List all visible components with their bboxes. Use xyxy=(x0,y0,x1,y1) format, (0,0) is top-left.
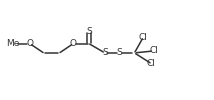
Text: Cl: Cl xyxy=(138,33,147,42)
Text: S: S xyxy=(86,27,92,36)
Text: O: O xyxy=(70,39,77,48)
Text: Cl: Cl xyxy=(149,46,158,56)
Text: Cl: Cl xyxy=(147,59,156,68)
Text: O: O xyxy=(26,39,33,48)
Text: S: S xyxy=(102,48,108,57)
Text: Me: Me xyxy=(6,39,20,48)
Text: S: S xyxy=(117,48,123,57)
